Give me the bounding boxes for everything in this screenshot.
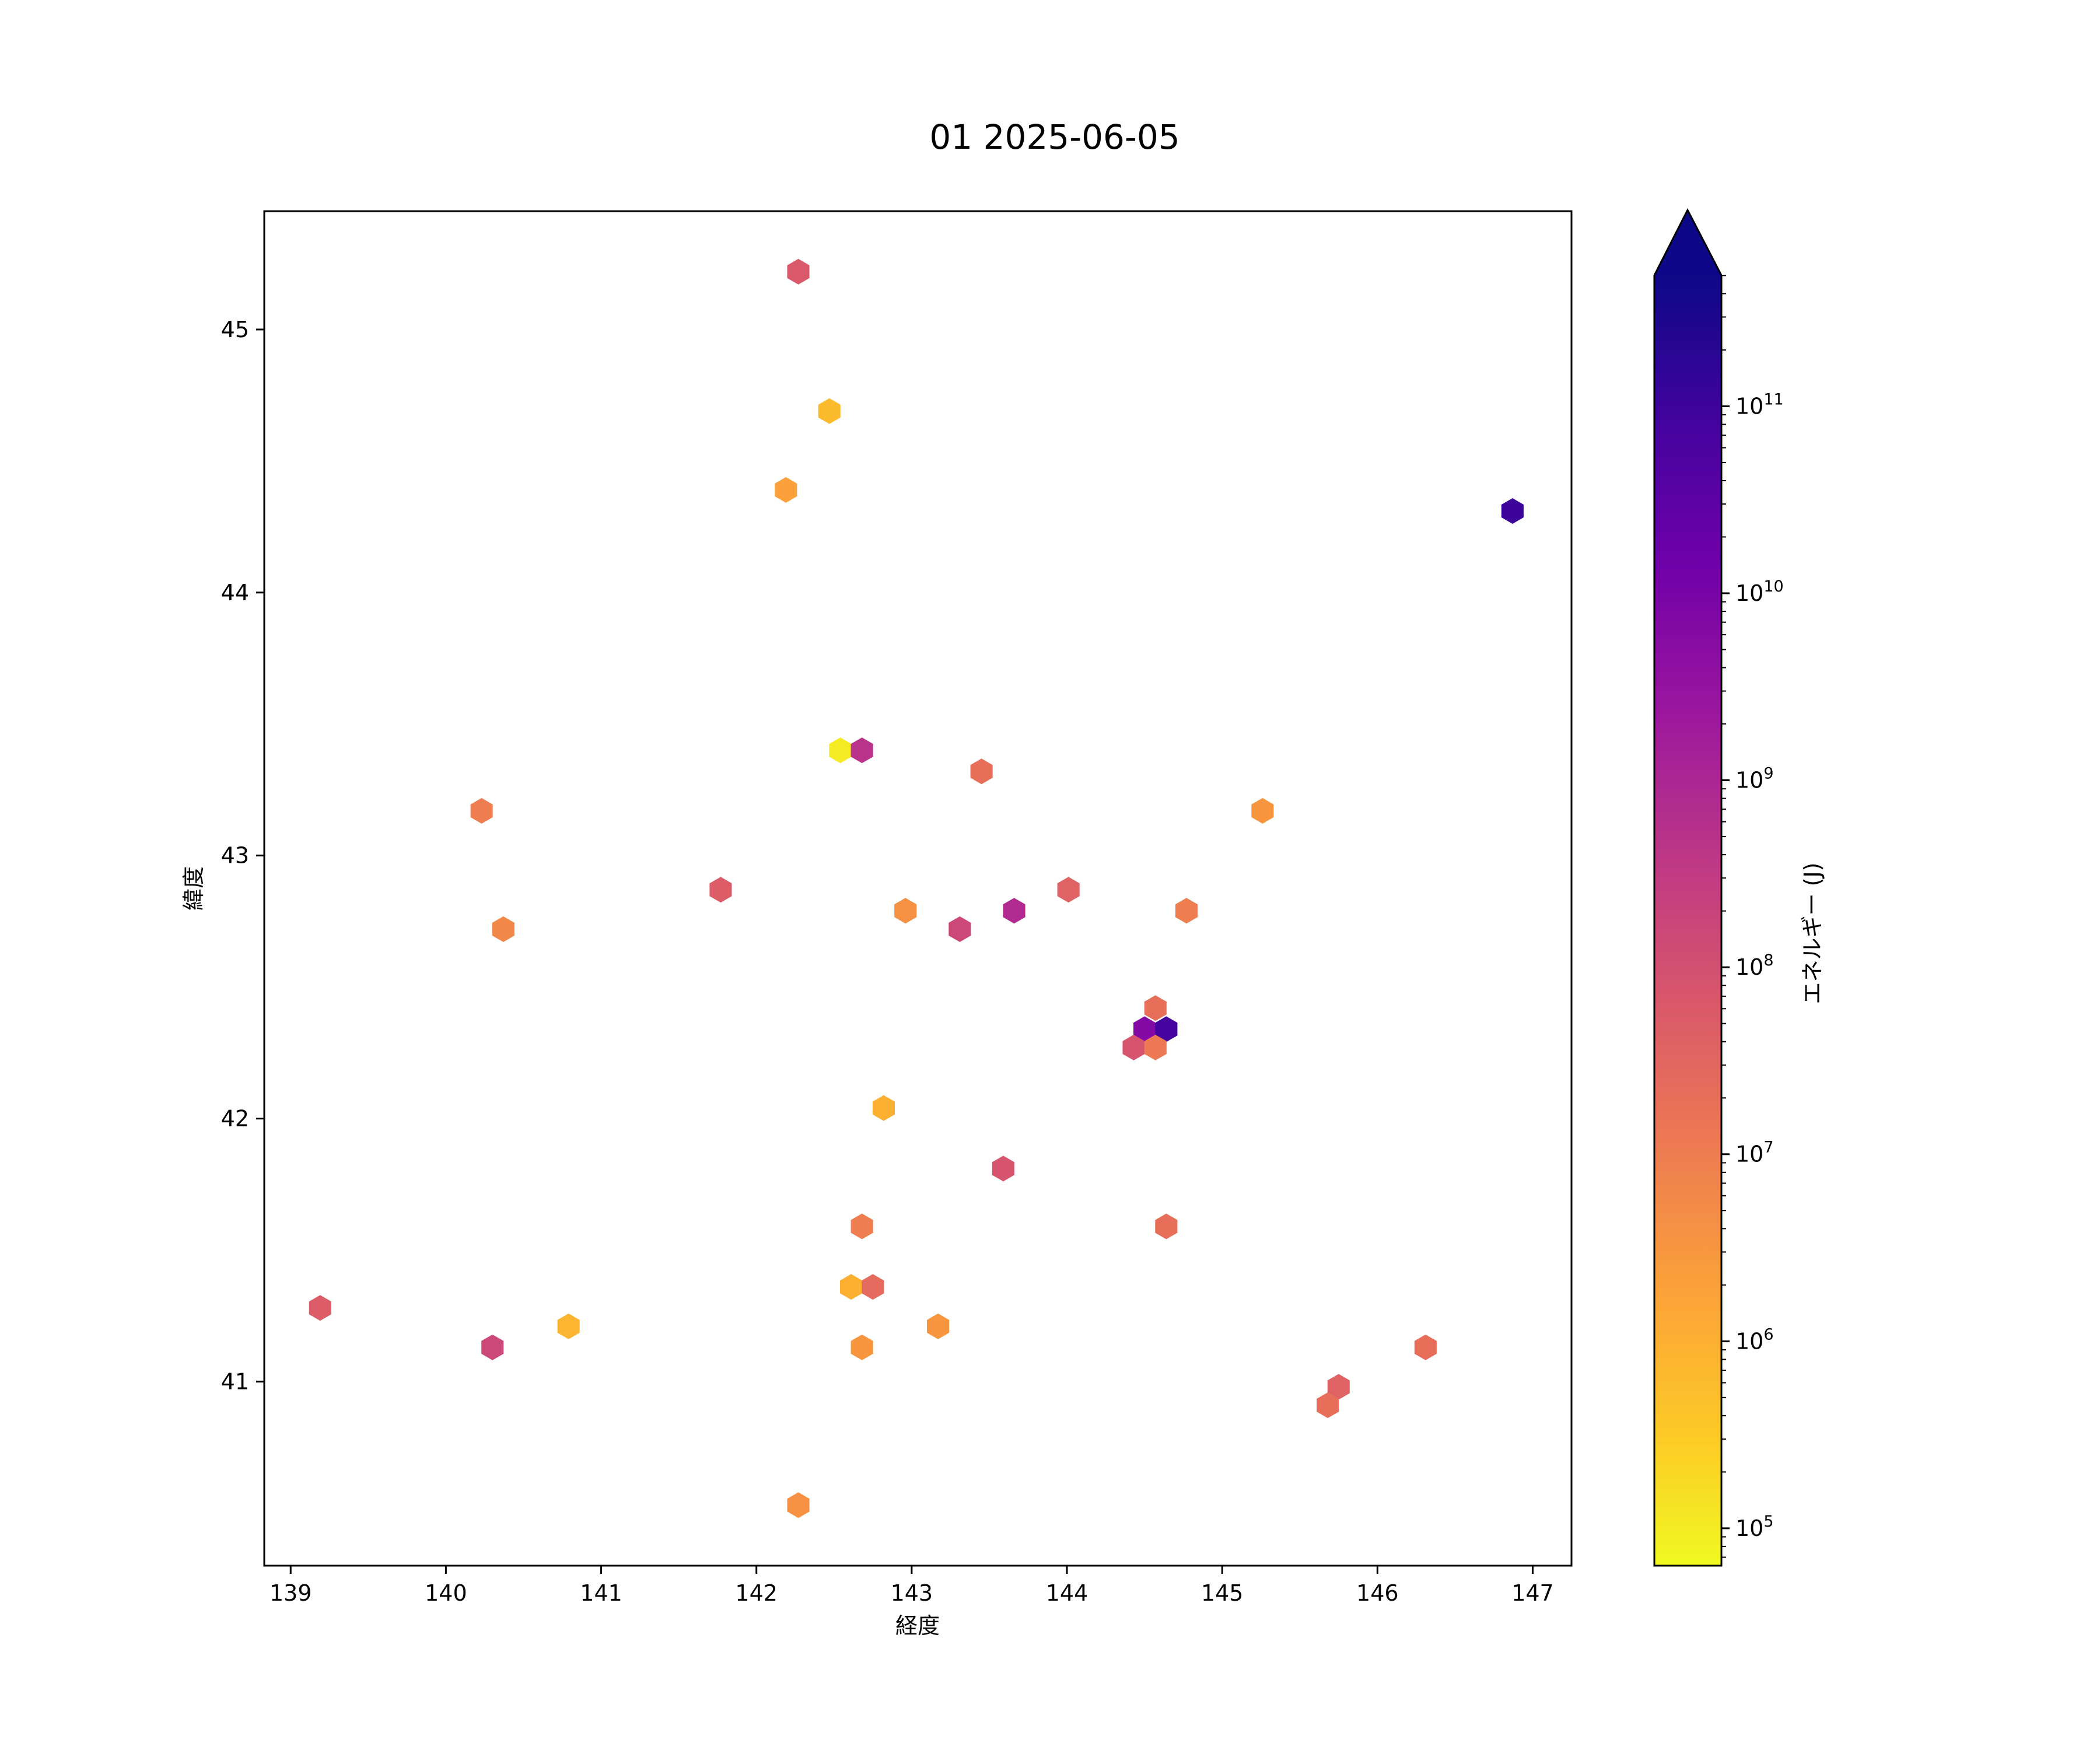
hexbin-cell <box>557 1313 580 1339</box>
hexbin-cell <box>949 916 971 942</box>
colorbar: 105 106 107 108 109 1010 1011 エネルギー (J) <box>1653 208 1825 1567</box>
colorbar-label: エネルギー (J) <box>1800 863 1825 1005</box>
hexbin-cell <box>1144 995 1167 1021</box>
colorbar-tick-label: 106 <box>1735 1325 1774 1354</box>
y-tick-label: 42 <box>221 1106 249 1132</box>
x-tick-label: 146 <box>1356 1580 1399 1606</box>
colorbar-tick-label: 108 <box>1735 951 1774 980</box>
y-axis: 41 42 43 44 45 <box>221 317 264 1394</box>
hexbin-cell <box>709 877 732 903</box>
hexbin-cell <box>787 258 810 285</box>
hexbin-cell <box>1144 1034 1167 1060</box>
x-axis: 139 140 141 142 143 144 145 146 147 <box>270 1566 1554 1606</box>
y-tick-label: 41 <box>221 1368 249 1394</box>
hexbin-cell <box>850 1334 873 1360</box>
hexbin-cell <box>1501 498 1524 524</box>
hexbin-cell <box>840 1274 863 1300</box>
hexbin-cell <box>818 398 841 424</box>
plot-area <box>309 258 1524 1518</box>
hexbin-cell <box>850 737 873 764</box>
colorbar-extend-arrow <box>1654 210 1721 275</box>
hexbin-cell <box>492 916 514 942</box>
hexbin-cell <box>894 898 917 924</box>
hexbin-cell <box>992 1156 1014 1182</box>
hexbin-cell <box>787 1492 810 1518</box>
plot-frame <box>263 210 1573 1567</box>
hexbin-cell <box>1251 798 1274 824</box>
y-axis-label: 緯度 <box>181 866 206 911</box>
colorbar-gradient <box>1654 275 1721 1566</box>
colorbar-ticks: 105 106 107 108 109 1010 1011 <box>1721 275 1784 1558</box>
hexbin-cell <box>1414 1334 1437 1360</box>
hexbin-cell <box>775 477 797 503</box>
colorbar-outline <box>1653 208 1723 1567</box>
x-tick-label: 147 <box>1511 1580 1554 1606</box>
hexbin-cell <box>872 1095 895 1121</box>
hexbin-cell <box>862 1274 884 1300</box>
colorbar-tick-label: 1011 <box>1735 390 1784 419</box>
hexbin-cell <box>927 1313 950 1339</box>
y-tick-label: 44 <box>221 580 249 606</box>
x-tick-label: 143 <box>891 1580 933 1606</box>
x-axis-label: 経度 <box>895 1613 940 1639</box>
x-tick-label: 144 <box>1046 1580 1088 1606</box>
colorbar-tick-label: 1010 <box>1735 578 1784 606</box>
hexbin-cell <box>970 758 993 785</box>
colorbar-tick-label: 105 <box>1735 1513 1774 1541</box>
hexbin-cell <box>309 1295 331 1321</box>
hexbin-cell <box>1327 1374 1350 1400</box>
hexbin-cell <box>829 737 852 764</box>
x-tick-label: 140 <box>425 1580 467 1606</box>
hexbin-cell <box>1317 1392 1339 1418</box>
hexbin-cell <box>1133 1016 1156 1042</box>
hexbin-cell <box>1175 898 1198 924</box>
y-tick-label: 43 <box>221 843 249 869</box>
x-tick-label: 141 <box>580 1580 622 1606</box>
hexbin-cell <box>1057 877 1080 903</box>
hexbin-cell <box>850 1213 873 1240</box>
hexbin-cell <box>1003 898 1026 924</box>
colorbar-tick-label: 107 <box>1735 1139 1774 1167</box>
x-tick-label: 139 <box>270 1580 312 1606</box>
x-tick-label: 145 <box>1201 1580 1244 1606</box>
hexbin-cell <box>1155 1016 1178 1042</box>
y-tick-label: 45 <box>221 317 249 342</box>
colorbar-tick-label: 109 <box>1735 765 1774 793</box>
hexbin-cell <box>470 798 493 824</box>
chart-title: 01 2025-06-05 <box>929 117 1180 157</box>
hexbin-cell <box>1155 1213 1178 1240</box>
x-tick-label: 142 <box>735 1580 778 1606</box>
hexbin-cell <box>1122 1034 1145 1060</box>
hexbin-cell <box>481 1334 504 1360</box>
